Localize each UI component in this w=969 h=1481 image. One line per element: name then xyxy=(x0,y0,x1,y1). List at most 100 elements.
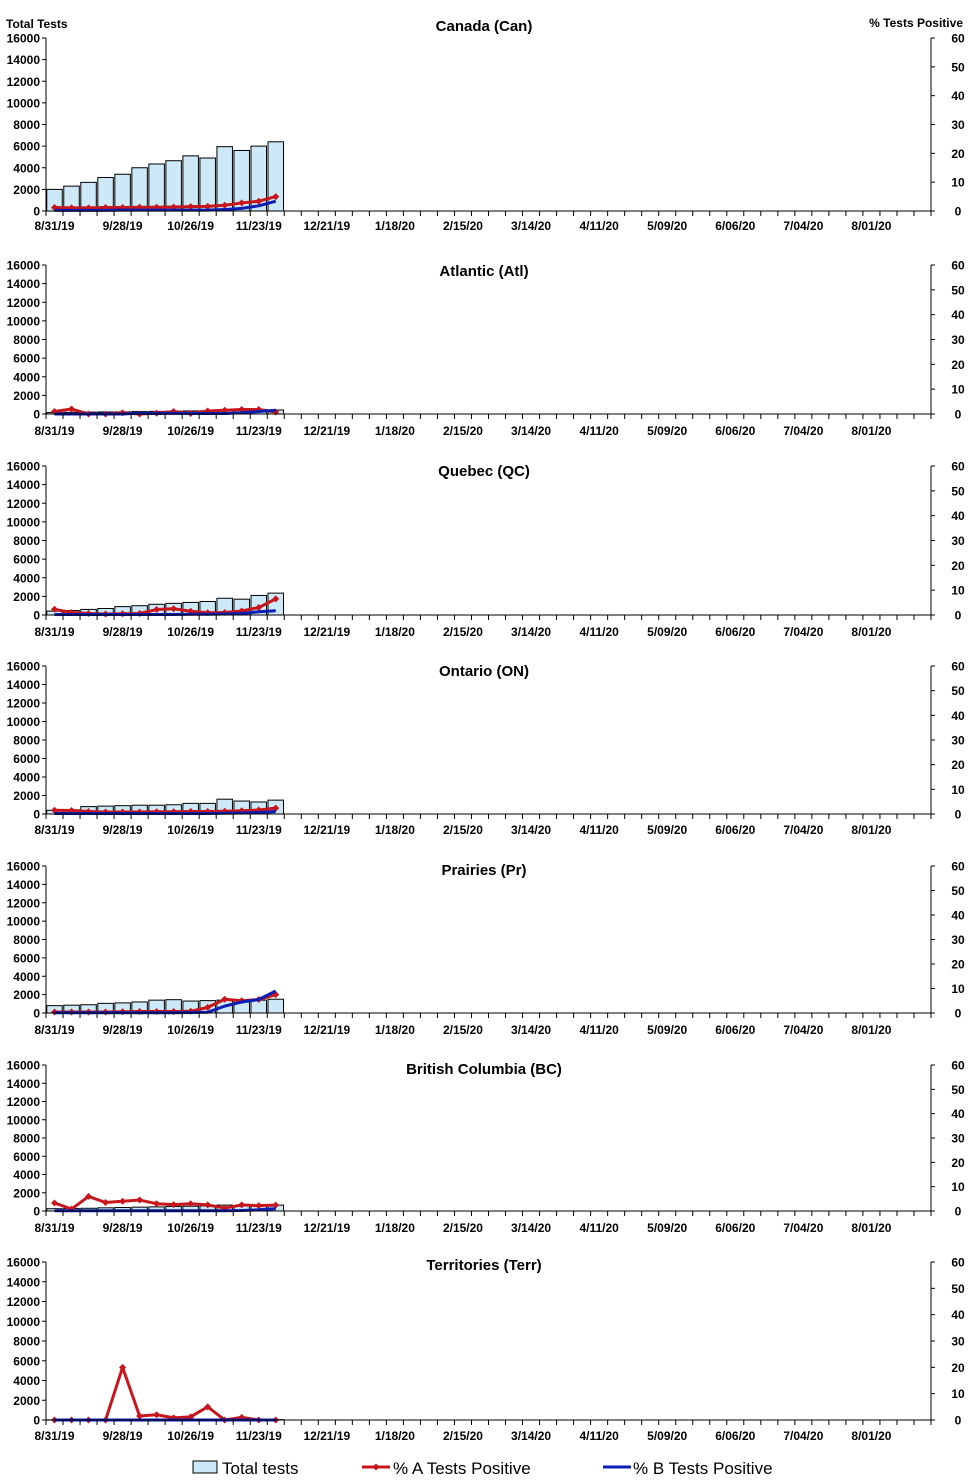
right-tick-label: 30 xyxy=(951,734,965,748)
left-tick-label: 14000 xyxy=(7,277,41,291)
chart-title: British Columbia (BC) xyxy=(406,1061,562,1078)
right-tick-label: 0 xyxy=(955,205,962,219)
point-pct-a-positive xyxy=(255,1202,263,1210)
right-tick-label: 60 xyxy=(951,1256,965,1270)
x-tick-label: 5/09/20 xyxy=(647,424,687,438)
chart-title: Ontario (ON) xyxy=(439,663,529,680)
x-tick-label: 9/28/19 xyxy=(103,1023,143,1037)
x-tick-label: 4/11/20 xyxy=(579,1023,619,1037)
point-pct-a-positive xyxy=(187,1200,195,1208)
point-pct-a-positive xyxy=(153,606,161,614)
x-tick-label: 8/01/20 xyxy=(851,1023,891,1037)
point-pct-a-positive xyxy=(136,1196,144,1204)
right-tick-label: 10 xyxy=(951,982,965,996)
point-pct-a-positive xyxy=(272,1201,280,1209)
left-tick-label: 8000 xyxy=(13,333,40,347)
x-tick-label: 6/06/20 xyxy=(715,424,755,438)
chart-title: Prairies (Pr) xyxy=(441,862,526,879)
x-tick-label: 8/01/20 xyxy=(851,1429,891,1443)
x-tick-label: 10/26/19 xyxy=(167,625,214,639)
x-tick-label: 5/09/20 xyxy=(647,1023,687,1037)
left-tick-label: 14000 xyxy=(7,878,41,892)
bar-total-tests xyxy=(182,155,199,212)
x-tick-label: 4/11/20 xyxy=(579,1221,619,1235)
left-tick-label: 2000 xyxy=(13,389,40,403)
x-tick-label: 9/28/19 xyxy=(103,219,143,233)
right-tick-label: 60 xyxy=(951,259,965,273)
left-tick-label: 8000 xyxy=(13,1132,40,1146)
left-tick-label: 4000 xyxy=(13,370,40,384)
left-tick-label: 10000 xyxy=(7,515,41,529)
left-tick-label: 0 xyxy=(33,205,40,219)
left-tick-label: 0 xyxy=(33,1205,40,1219)
x-tick-label: 9/28/19 xyxy=(103,424,143,438)
left-tick-label: 8000 xyxy=(13,1335,40,1349)
x-tick-label: 3/14/20 xyxy=(511,625,551,639)
point-pct-a-positive xyxy=(272,193,280,201)
point-pct-a-positive xyxy=(272,595,280,603)
point-pct-a-positive xyxy=(170,605,178,613)
right-tick-label: 10 xyxy=(951,176,965,190)
right-tick-label: 50 xyxy=(951,1083,965,1097)
chart-panel: Territories (Terr) 0 2000 4000 6000 8000 10000… xyxy=(7,1256,965,1444)
right-tick-label: 10 xyxy=(951,783,965,797)
left-tick-label: 2000 xyxy=(13,183,40,197)
left-tick-label: 6000 xyxy=(13,140,40,154)
right-tick-label: 10 xyxy=(951,383,965,397)
right-tick-label: 20 xyxy=(951,358,965,372)
x-tick-label: 10/26/19 xyxy=(167,823,214,837)
left-tick-label: 14000 xyxy=(7,1077,41,1091)
x-tick-label: 10/26/19 xyxy=(167,1023,214,1037)
left-tick-label: 4000 xyxy=(13,161,40,175)
right-tick-label: 60 xyxy=(951,660,965,674)
right-tick-label: 60 xyxy=(951,32,965,46)
x-tick-label: 4/11/20 xyxy=(579,1429,619,1443)
point-pct-a-positive xyxy=(153,1200,161,1208)
point-pct-a-positive xyxy=(221,201,229,209)
line-pct-a-positive xyxy=(54,1365,276,1422)
x-tick-label: 6/06/20 xyxy=(715,219,755,233)
chart-panel: British Columbia (BC) 0 2000 4000 6000 8000 10… xyxy=(7,1059,965,1236)
point-pct-a-positive xyxy=(102,1198,110,1206)
left-tick-label: 6000 xyxy=(13,352,40,366)
left-tick-label: 14000 xyxy=(7,1275,41,1289)
point-pct-a-positive xyxy=(85,1192,93,1200)
x-tick-label: 5/09/20 xyxy=(647,1221,687,1235)
right-tick-label: 10 xyxy=(951,584,965,598)
right-axis-caption: % Tests Positive xyxy=(869,16,963,30)
x-tick-label: 10/26/19 xyxy=(167,424,214,438)
x-tick-label: 3/14/20 xyxy=(511,823,551,837)
left-tick-label: 12000 xyxy=(7,1095,41,1109)
right-tick-label: 50 xyxy=(951,684,965,698)
left-tick-label: 8000 xyxy=(13,734,40,748)
x-tick-label: 1/18/20 xyxy=(375,424,415,438)
right-tick-label: 40 xyxy=(951,709,965,723)
x-tick-label: 8/01/20 xyxy=(851,219,891,233)
right-tick-label: 0 xyxy=(955,1414,962,1428)
right-tick-label: 60 xyxy=(951,1059,965,1073)
left-tick-label: 16000 xyxy=(7,32,41,46)
x-tick-label: 11/23/19 xyxy=(236,1221,282,1235)
x-tick-label: 5/09/20 xyxy=(647,1429,687,1443)
x-tick-label: 8/01/20 xyxy=(851,823,891,837)
right-tick-label: 50 xyxy=(951,60,965,74)
right-tick-label: 30 xyxy=(951,333,965,347)
x-tick-label: 3/14/20 xyxy=(511,219,551,233)
x-tick-label: 8/31/19 xyxy=(34,625,74,639)
point-pct-a-positive xyxy=(204,1003,212,1011)
point-pct-a-positive xyxy=(187,203,195,211)
left-tick-label: 14000 xyxy=(7,53,41,67)
left-tick-label: 12000 xyxy=(7,697,41,711)
left-tick-label: 8000 xyxy=(13,534,40,548)
legend-label-pct-b: % B Tests Positive xyxy=(633,1459,773,1478)
right-tick-label: 20 xyxy=(951,147,965,161)
left-tick-label: 16000 xyxy=(7,1059,41,1073)
left-tick-label: 12000 xyxy=(7,896,41,910)
left-tick-label: 8000 xyxy=(13,933,40,947)
left-tick-label: 2000 xyxy=(13,988,40,1002)
left-tick-label: 0 xyxy=(33,609,40,623)
x-tick-label: 2/15/20 xyxy=(443,424,483,438)
x-tick-label: 11/23/19 xyxy=(236,625,282,639)
left-tick-label: 16000 xyxy=(7,660,41,674)
x-tick-label: 8/01/20 xyxy=(851,625,891,639)
